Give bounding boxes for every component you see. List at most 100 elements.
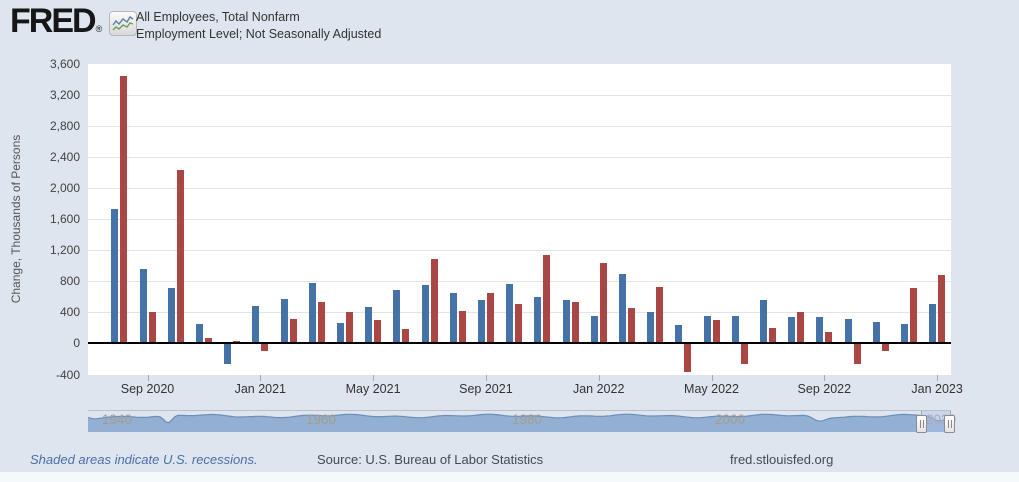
bar-blue-oct-2020[interactable] bbox=[167, 287, 175, 344]
bar-red-aug-2021[interactable] bbox=[458, 310, 466, 344]
bar-blue-aug-2021[interactable] bbox=[449, 293, 457, 344]
bar-blue-aug-2020[interactable] bbox=[111, 209, 119, 344]
recession-note-link[interactable]: Shaded areas indicate U.S. recessions. bbox=[30, 452, 258, 467]
bottom-strip bbox=[0, 472, 1019, 482]
navigator-year-label: 2000 bbox=[715, 412, 746, 427]
bar-blue-oct-2022[interactable] bbox=[844, 318, 852, 344]
bar-red-apr-2022[interactable] bbox=[684, 343, 692, 372]
bar-red-jan-2023[interactable] bbox=[938, 275, 946, 344]
y-tick-label: 800 bbox=[59, 274, 80, 289]
navigator-left-handle[interactable] bbox=[916, 415, 927, 433]
bar-blue-oct-2021[interactable] bbox=[506, 284, 514, 344]
navigator-year-label: 1940 bbox=[102, 412, 133, 427]
x-tick-mark bbox=[598, 375, 600, 381]
y-tick-label: 3,200 bbox=[49, 88, 80, 102]
registered-trademark: ® bbox=[95, 24, 103, 34]
gridline bbox=[88, 250, 951, 252]
bar-blue-jan-2021[interactable] bbox=[252, 306, 260, 344]
bar-red-jan-2021[interactable] bbox=[261, 343, 269, 352]
x-tick-mark bbox=[711, 375, 713, 381]
plot-area bbox=[88, 64, 951, 376]
zero-axis-line bbox=[88, 342, 951, 345]
x-tick-mark bbox=[937, 375, 939, 381]
bar-blue-jan-2022[interactable] bbox=[590, 315, 598, 344]
bar-blue-sep-2020[interactable] bbox=[139, 269, 147, 344]
gridline bbox=[88, 281, 951, 283]
bar-red-oct-2020[interactable] bbox=[176, 170, 184, 344]
legend-item-nonfarm: All Employees, Total Nonfarm bbox=[118, 8, 381, 25]
bar-blue-jan-2023[interactable] bbox=[929, 304, 937, 344]
bar-red-nov-2020[interactable] bbox=[204, 338, 212, 344]
bar-red-feb-2021[interactable] bbox=[289, 319, 297, 344]
bar-red-dec-2020[interactable] bbox=[233, 341, 241, 344]
y-tick-label: -400 bbox=[55, 367, 80, 382]
bar-red-oct-2022[interactable] bbox=[853, 343, 861, 365]
bar-blue-nov-2021[interactable] bbox=[534, 296, 542, 344]
bar-red-dec-2022[interactable] bbox=[909, 288, 917, 344]
bar-red-apr-2021[interactable] bbox=[345, 312, 353, 344]
bar-blue-sep-2021[interactable] bbox=[477, 300, 485, 344]
bar-blue-jun-2022[interactable] bbox=[731, 315, 739, 344]
bar-blue-nov-2022[interactable] bbox=[872, 322, 880, 344]
bar-red-jun-2022[interactable] bbox=[740, 343, 748, 364]
navigator-divider bbox=[88, 410, 951, 411]
gridline bbox=[88, 126, 951, 128]
bar-blue-sep-2022[interactable] bbox=[816, 316, 824, 344]
bar-red-jan-2022[interactable] bbox=[599, 263, 607, 344]
gridline bbox=[88, 188, 951, 190]
bar-blue-feb-2021[interactable] bbox=[280, 299, 288, 344]
source-link[interactable]: Source: U.S. Bureau of Labor Statistics bbox=[317, 452, 544, 467]
bar-red-oct-2021[interactable] bbox=[515, 303, 523, 344]
bar-blue-jul-2022[interactable] bbox=[759, 300, 767, 344]
bar-red-may-2021[interactable] bbox=[374, 320, 382, 344]
y-tick-label: 2,800 bbox=[49, 119, 80, 134]
bar-blue-may-2022[interactable] bbox=[703, 315, 711, 344]
bar-red-sep-2022[interactable] bbox=[825, 331, 833, 344]
y-tick-label: 1,600 bbox=[49, 212, 80, 227]
bar-red-jul-2022[interactable] bbox=[768, 327, 776, 344]
bar-blue-feb-2022[interactable] bbox=[618, 274, 626, 344]
bar-red-aug-2020[interactable] bbox=[120, 76, 128, 344]
fred-logo[interactable]: FRED ® bbox=[10, 4, 138, 38]
bar-red-mar-2021[interactable] bbox=[317, 301, 325, 344]
bar-red-jun-2021[interactable] bbox=[402, 328, 410, 344]
bar-red-aug-2022[interactable] bbox=[797, 312, 805, 344]
bar-blue-jun-2021[interactable] bbox=[393, 289, 401, 344]
fred-site-link[interactable]: fred.stlouisfed.org bbox=[730, 452, 834, 467]
bar-red-jul-2021[interactable] bbox=[430, 258, 438, 344]
bar-blue-aug-2022[interactable] bbox=[788, 316, 796, 344]
bar-blue-may-2021[interactable] bbox=[365, 306, 373, 344]
fred-sparkline-icon bbox=[109, 11, 138, 36]
bar-blue-nov-2020[interactable] bbox=[195, 324, 203, 344]
bar-red-mar-2022[interactable] bbox=[656, 287, 664, 344]
bar-red-sep-2020[interactable] bbox=[148, 312, 156, 344]
bar-blue-jul-2021[interactable] bbox=[421, 285, 429, 344]
bar-red-nov-2022[interactable] bbox=[881, 343, 889, 352]
legend-marker-blue-icon bbox=[118, 11, 129, 22]
legend-label: All Employees, Total Nonfarm bbox=[136, 9, 300, 24]
bar-blue-mar-2022[interactable] bbox=[647, 312, 655, 344]
bar-red-may-2022[interactable] bbox=[712, 320, 720, 344]
gridline bbox=[88, 219, 951, 221]
bar-red-sep-2021[interactable] bbox=[486, 293, 494, 344]
bar-red-feb-2022[interactable] bbox=[627, 307, 635, 344]
x-tick-label: Sep 2021 bbox=[459, 382, 513, 396]
chart-legend: All Employees, Total Nonfarm Employment … bbox=[118, 8, 381, 42]
x-tick-label: Jan 2022 bbox=[572, 382, 625, 396]
navigator-right-handle[interactable] bbox=[944, 415, 955, 433]
bar-blue-dec-2021[interactable] bbox=[562, 299, 570, 344]
bar-blue-dec-2022[interactable] bbox=[900, 324, 908, 344]
x-tick-mark bbox=[260, 375, 262, 381]
gridline bbox=[88, 157, 951, 159]
bar-blue-mar-2021[interactable] bbox=[308, 283, 316, 344]
legend-label: Employment Level; Not Seasonally Adjuste… bbox=[136, 26, 382, 41]
x-tick-mark bbox=[373, 375, 375, 381]
bar-blue-apr-2022[interactable] bbox=[675, 324, 683, 344]
bar-red-nov-2021[interactable] bbox=[543, 255, 551, 344]
bar-red-dec-2021[interactable] bbox=[571, 301, 579, 344]
x-tick-label: May 2021 bbox=[345, 382, 401, 396]
x-tick-label: Jan 2023 bbox=[911, 382, 963, 396]
bar-blue-dec-2020[interactable] bbox=[224, 343, 232, 364]
navigator-area-chart[interactable] bbox=[88, 411, 951, 432]
bar-blue-apr-2021[interactable] bbox=[336, 322, 344, 344]
